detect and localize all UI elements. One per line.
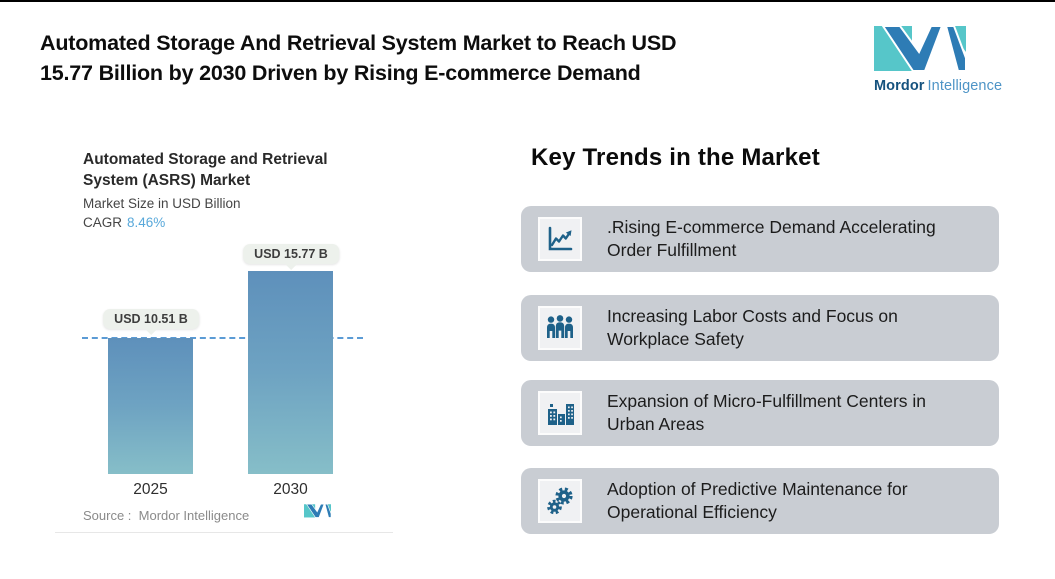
- reference-dashed-line: [82, 337, 363, 339]
- x-tick-2025: 2025: [133, 481, 168, 498]
- trends-heading: Key Trends in the Market: [531, 144, 820, 171]
- chart-bottom-divider: [55, 532, 393, 533]
- buildings-icon: [548, 404, 574, 425]
- trend-text: .Rising E-commerce Demand Accelerating O…: [607, 217, 936, 260]
- brand-name-bold: Mordor: [874, 78, 925, 94]
- bar-2025: [108, 338, 193, 474]
- cagr-row: CAGR 8.46%: [83, 215, 165, 230]
- brand-name-light: Intelligence: [927, 78, 1003, 94]
- chart-source: Source : Mordor Intelligence: [83, 508, 250, 523]
- mordor-mini-logo-icon: [304, 504, 331, 518]
- trend-icon-box: [538, 391, 582, 435]
- trend-text: Adoption of Predictive Maintenance for O…: [607, 479, 908, 522]
- bar-value-callout-2030: USD 15.77 B: [243, 244, 339, 264]
- brand-wordmark: Mordor Intelligence: [874, 78, 1004, 94]
- chart-increasing-icon: [548, 226, 573, 251]
- chart-subtitle: Market Size in USD Billion: [83, 196, 241, 211]
- asrs-market-chart: Automated Storage and Retrieval System (…: [55, 135, 395, 537]
- page-title-line-2: 15.77 Billion by 2030 Driven by Rising E…: [40, 61, 641, 85]
- people-group-icon: [547, 315, 573, 338]
- trend-icon-box: [538, 306, 582, 350]
- mordor-intelligence-logo-icon: [874, 26, 966, 72]
- page-title: Automated Storage And Retrieval System M…: [40, 28, 840, 88]
- gears-icon: [547, 487, 573, 515]
- trend-text: Increasing Labor Costs and Focus on Work…: [607, 306, 898, 349]
- trend-card-ecommerce: .Rising E-commerce Demand Accelerating O…: [521, 206, 999, 272]
- trend-card-labor-costs: Increasing Labor Costs and Focus on Work…: [521, 295, 999, 361]
- trend-card-micro-fulfillment: Expansion of Micro-Fulfillment Centers i…: [521, 380, 999, 446]
- brand-logo: Mordor Intelligence: [874, 26, 1004, 94]
- top-border-line: [0, 0, 1055, 2]
- trend-icon-box: [538, 479, 582, 523]
- bar-value-callout-2025: USD 10.51 B: [103, 309, 199, 329]
- trend-icon-box: [538, 217, 582, 261]
- chart-title-line-1: Automated Storage and Retrieval: [83, 151, 328, 168]
- chart-title: Automated Storage and Retrieval System (…: [83, 149, 328, 191]
- cagr-value: 8.46%: [127, 215, 166, 230]
- x-tick-2030: 2030: [273, 481, 308, 498]
- bar-2030: [248, 271, 333, 474]
- trend-card-predictive-maintenance: Adoption of Predictive Maintenance for O…: [521, 468, 999, 534]
- chart-title-line-2: System (ASRS) Market: [83, 172, 251, 189]
- page-title-line-1: Automated Storage And Retrieval System M…: [40, 31, 677, 55]
- trend-text: Expansion of Micro-Fulfillment Centers i…: [607, 391, 927, 434]
- cagr-label: CAGR: [83, 215, 123, 230]
